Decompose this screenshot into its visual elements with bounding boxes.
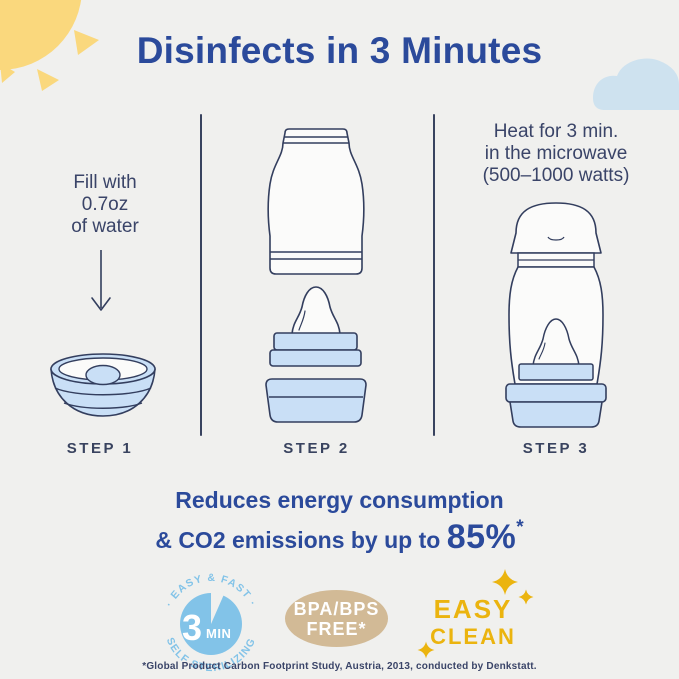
benefit-line1: Reduces energy consumption	[175, 487, 504, 513]
step3-instruction-line: in the microwave	[484, 143, 628, 164]
bpa-badge-line2: FREE*	[306, 618, 367, 639]
benefit-claim: Reduces energy consumption & CO2 emissio…	[0, 487, 679, 557]
page-title: Disinfects in 3 Minutes	[136, 30, 543, 71]
benefit-line2-text: & CO2 emissions by up to	[155, 527, 441, 553]
bottle-body-icon	[267, 128, 365, 275]
step2-label: STEP 2	[283, 440, 350, 457]
bpa-free-badge: BPA/BPS FREE*	[285, 590, 388, 647]
easy-clean-line2: CLEAN	[430, 624, 516, 649]
step3-label: STEP 3	[522, 440, 590, 457]
step1-instruction-line: 0.7oz	[81, 194, 129, 215]
base-lid-icon	[265, 378, 367, 423]
step1-instruction: Fill with 0.7oz of water	[25, 172, 185, 238]
teat-and-ring-icon	[269, 286, 362, 367]
timer-wedge-icon	[211, 589, 225, 624]
assembled-bottle-icon	[505, 202, 607, 428]
step3-instruction-line: Heat for 3 min.	[493, 121, 619, 142]
badge-minutes-number: 3	[182, 607, 202, 648]
sterilizer-base-bowl-icon	[50, 353, 156, 417]
sun-icon	[0, 0, 99, 91]
easy-clean-line1: EASY	[433, 594, 513, 624]
sparkle-icon	[492, 569, 518, 595]
step1-label: STEP 1	[66, 440, 134, 457]
step3-instruction-line: (500–1000 watts)	[482, 165, 630, 186]
bpa-badge-line1: BPA/BPS	[293, 598, 380, 619]
step1-instruction-line: of water	[71, 216, 139, 237]
down-arrow-icon	[91, 250, 111, 311]
badge-minutes-unit: MIN	[206, 626, 231, 641]
benefit-highlight: 85%	[446, 518, 517, 556]
step3-instruction: Heat for 3 min. in the microwave (500–10…	[443, 121, 669, 187]
cloud-icon	[593, 58, 679, 110]
step-divider-2	[433, 114, 435, 436]
step-divider-1	[200, 114, 202, 436]
self-sterilizing-badge: · EASY & FAST · SELF STERILIZING 3 MIN	[163, 572, 257, 674]
step1-instruction-line: Fill with	[73, 172, 137, 193]
benefit-line2: & CO2 emissions by up to 85%*	[0, 517, 679, 557]
benefit-footnote-mark: *	[516, 517, 524, 538]
footnote: *Global Product Carbon Footprint Study, …	[142, 661, 537, 672]
easy-clean-badge: EASY CLEAN	[408, 596, 538, 648]
